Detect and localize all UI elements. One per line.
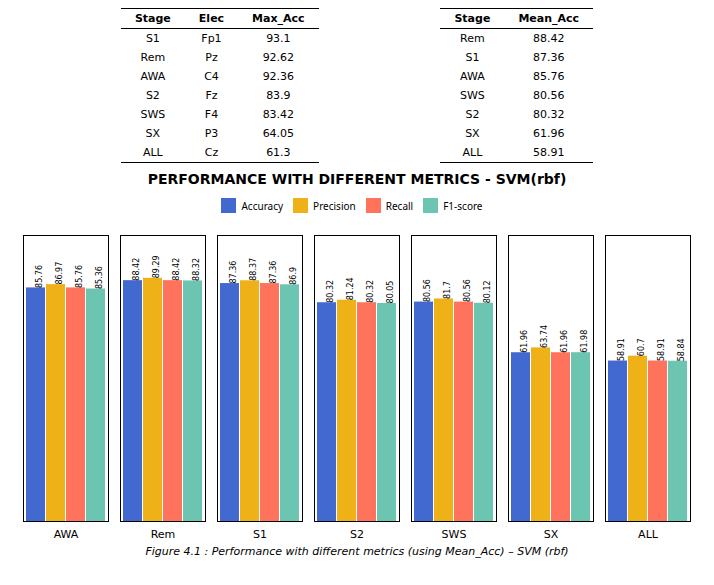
html-text:Cz: Cz (204, 146, 219, 159)
html-text:PERFORMANCE WITH DIFFERENT MET: PERFORMANCE WITH DIFFERENT METRICS - SVM… (147, 171, 567, 187)
html-text:SWS: SWS (460, 89, 485, 102)
html-text:Figure 4.1 : Performance with: Figure 4.1 : Performance with different … (145, 545, 569, 558)
html-text:Stage: Stage (454, 12, 491, 25)
html-text:ALL: ALL (462, 146, 483, 159)
html-text:S2: S2 (145, 89, 160, 102)
html-text:Fp1: Fp1 (201, 32, 222, 45)
svg-text:80.32: 80.32 (366, 280, 375, 303)
svg-text:63.74: 63.74 (540, 325, 549, 348)
html-text:Accuracy: Accuracy (241, 198, 284, 213)
svg-text:81.7: 81.7 (443, 281, 452, 299)
html-text:Rem: Rem (140, 51, 166, 64)
svg-text:SX: SX (544, 528, 559, 541)
html-text:Stage: Stage (134, 12, 171, 25)
svg-text:61.98: 61.98 (580, 330, 589, 353)
html-text:Fz: Fz (205, 89, 218, 102)
html-text:SWS: SWS (140, 108, 166, 121)
svg-text:87.36: 87.36 (269, 261, 278, 284)
svg-text:80.12: 80.12 (483, 280, 492, 303)
svg-text:SWS: SWS (442, 528, 467, 541)
html-text:80.32: 80.32 (533, 108, 565, 121)
svg-text:88.37: 88.37 (249, 258, 258, 281)
html-text:F4: F4 (204, 108, 219, 121)
html-text:80.56: 80.56 (533, 89, 565, 102)
svg-text:58.91: 58.91 (617, 338, 626, 361)
svg-text:S2: S2 (350, 528, 364, 541)
svg-text:89.29: 89.29 (152, 255, 161, 278)
html-text:Rem: Rem (460, 32, 485, 45)
html-text:S2: S2 (465, 108, 480, 121)
html-text:61.96: 61.96 (533, 127, 565, 140)
html-text:Recall: Recall (385, 198, 414, 213)
svg-text:80.56: 80.56 (463, 279, 472, 302)
svg-text:87.36: 87.36 (229, 261, 238, 284)
svg-text:60.7: 60.7 (637, 338, 646, 356)
html-text:ALL: ALL (143, 146, 163, 159)
svg-text:58.91: 58.91 (657, 338, 666, 361)
html-text:AWA: AWA (460, 70, 485, 83)
html-text:83.9: 83.9 (266, 89, 291, 102)
svg-text:85.36: 85.36 (95, 266, 104, 289)
html-text:AWA: AWA (140, 70, 166, 83)
svg-text:61.96: 61.96 (560, 330, 569, 353)
html-text:SX: SX (465, 127, 480, 140)
html-text:58.91: 58.91 (533, 146, 565, 159)
html-text:Max_Acc: Max_Acc (252, 12, 305, 25)
html-text:Elec: Elec (198, 12, 225, 25)
html-text:S1: S1 (145, 32, 160, 45)
svg-text:81.24: 81.24 (346, 277, 355, 300)
svg-text:S1: S1 (253, 528, 267, 541)
html-text:Pz: Pz (205, 51, 218, 64)
svg-text:88.42: 88.42 (172, 258, 181, 281)
html-text:SX: SX (145, 127, 161, 140)
svg-text:AWA: AWA (54, 528, 79, 541)
html-text:61.3: 61.3 (266, 146, 291, 159)
html-text:83.42: 83.42 (262, 108, 295, 121)
svg-text:ALL: ALL (638, 528, 659, 541)
svg-text:86.9: 86.9 (289, 267, 298, 285)
svg-text:86.97: 86.97 (55, 262, 64, 285)
svg-text:80.56: 80.56 (423, 279, 432, 302)
html-text:92.36: 92.36 (262, 70, 295, 83)
html-text:87.36: 87.36 (533, 51, 565, 64)
html-text:Mean_Acc: Mean_Acc (518, 12, 580, 25)
html-text:P3: P3 (204, 127, 219, 140)
html-text:93.1: 93.1 (266, 32, 291, 45)
svg-text:80.32: 80.32 (326, 280, 335, 303)
html-text:92.62: 92.62 (262, 51, 295, 64)
html-text:C4: C4 (204, 70, 219, 83)
svg-text:88.42: 88.42 (132, 258, 141, 281)
html-text:S1: S1 (465, 51, 480, 64)
html-text:64.05: 64.05 (262, 127, 295, 140)
html-text:F1-score: F1-score (443, 198, 483, 213)
svg-text:Rem: Rem (151, 528, 176, 541)
html-text:Precision: Precision (313, 198, 356, 213)
svg-text:61.96: 61.96 (520, 330, 529, 353)
html-text:88.42: 88.42 (533, 32, 565, 45)
svg-text:58.84: 58.84 (677, 338, 686, 361)
html-text:85.76: 85.76 (533, 70, 565, 83)
svg-text:85.76: 85.76 (75, 265, 84, 288)
svg-text:80.05: 80.05 (386, 281, 395, 304)
svg-text:85.76: 85.76 (35, 265, 44, 288)
svg-text:88.32: 88.32 (192, 258, 201, 281)
